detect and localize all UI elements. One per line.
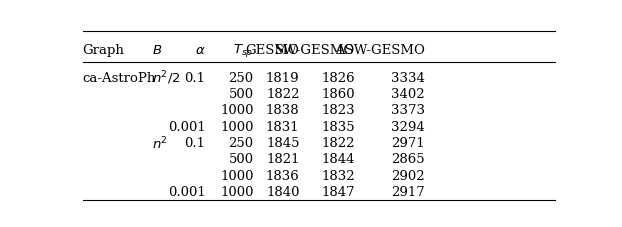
Text: 0.1: 0.1 [185,72,205,84]
Text: 2902: 2902 [391,169,425,182]
Text: 1847: 1847 [322,185,355,198]
Text: 1821: 1821 [266,153,300,166]
Text: 1823: 1823 [322,104,355,117]
Text: ASW-GESMO: ASW-GESMO [335,44,425,57]
Text: 1000: 1000 [220,120,254,133]
Text: 1838: 1838 [266,104,300,117]
Text: 3402: 3402 [391,88,425,101]
Text: 1000: 1000 [220,169,254,182]
Text: 0.001: 0.001 [168,185,205,198]
Text: 1844: 1844 [322,153,355,166]
Text: 250: 250 [228,136,254,149]
Text: ca-AstroPh: ca-AstroPh [83,72,156,84]
Text: 1819: 1819 [266,72,300,84]
Text: 500: 500 [228,153,254,166]
Text: 500: 500 [228,88,254,101]
Text: SW-GESMO: SW-GESMO [275,44,355,57]
Text: 0.001: 0.001 [168,120,205,133]
Text: 1000: 1000 [220,185,254,198]
Text: 2917: 2917 [391,185,425,198]
Text: 1831: 1831 [266,120,300,133]
Text: 1826: 1826 [322,72,355,84]
Text: 1822: 1822 [322,136,355,149]
Text: 250: 250 [228,72,254,84]
Text: 1835: 1835 [322,120,355,133]
Text: 3294: 3294 [391,120,425,133]
Text: $n^2/2$: $n^2/2$ [152,69,181,87]
Text: $B$: $B$ [152,44,163,57]
Text: 1000: 1000 [220,104,254,117]
Text: $\alpha$: $\alpha$ [195,44,205,57]
Text: 2971: 2971 [391,136,425,149]
Text: 1822: 1822 [266,88,300,101]
Text: Graph: Graph [83,44,124,57]
Text: 1860: 1860 [322,88,355,101]
Text: 0.1: 0.1 [185,136,205,149]
Text: 1840: 1840 [266,185,300,198]
Text: 3334: 3334 [391,72,425,84]
Text: GESMO: GESMO [246,44,300,57]
Text: 3373: 3373 [391,104,425,117]
Text: 2865: 2865 [391,153,425,166]
Text: $T_{sp}$: $T_{sp}$ [233,42,254,58]
Text: 1836: 1836 [266,169,300,182]
Text: 1832: 1832 [322,169,355,182]
Text: $n^2$: $n^2$ [152,135,169,151]
Text: 1845: 1845 [266,136,300,149]
